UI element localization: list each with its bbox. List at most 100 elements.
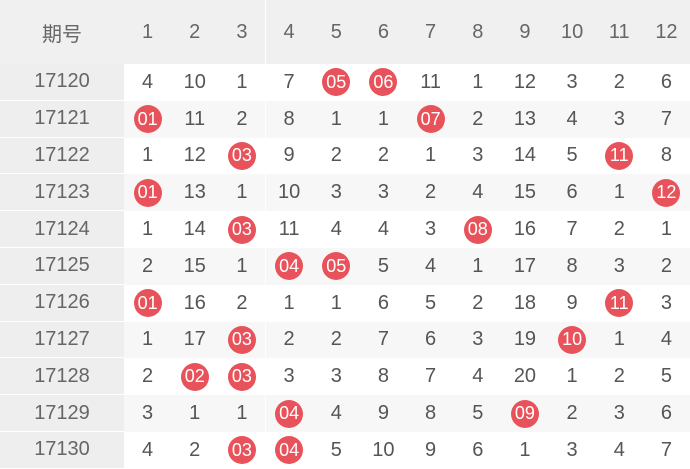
table-cell: 2 <box>472 291 484 314</box>
table-cell: 3 <box>472 144 484 167</box>
table-cell: 3 <box>454 321 502 359</box>
table-cell: 1 <box>312 100 360 138</box>
table-cell: 3 <box>124 395 172 432</box>
table-cell: 04 <box>265 395 313 432</box>
table-cell: 14 <box>513 144 537 167</box>
table-cell: 5 <box>454 395 502 432</box>
table-cell: 13 <box>171 174 219 212</box>
table-cell: 16 <box>183 291 206 314</box>
table-cell: 6 <box>472 438 484 461</box>
table-cell: 1 <box>472 70 484 93</box>
table-cell: 3 <box>660 291 672 314</box>
period-cell: 17121 <box>0 100 124 138</box>
column-header: 7 <box>407 0 455 64</box>
table-cell: 20 <box>513 365 537 388</box>
table-cell: 01 <box>124 174 172 212</box>
table-cell: 3 <box>566 70 578 93</box>
table-cell: 1 <box>519 438 531 461</box>
table-cell: 19 <box>501 321 549 359</box>
table-cell: 7 <box>642 100 690 138</box>
table-cell: 07 <box>407 100 455 138</box>
column-header: 1 <box>124 0 172 64</box>
table-cell: 5 <box>660 365 672 388</box>
table-cell: 11 <box>596 138 643 175</box>
period-cell: 17127 <box>0 321 124 359</box>
table-cell: 2 <box>312 321 360 359</box>
column-header: 3 <box>218 0 266 64</box>
table-cell: 5 <box>425 291 437 314</box>
period-cell: 17123 <box>0 174 124 212</box>
table-cell: 1 <box>454 248 502 285</box>
table-cell: 15 <box>501 174 549 212</box>
table-cell: 7 <box>566 218 578 241</box>
table-cell: 4 <box>642 321 690 359</box>
table-cell: 04 <box>266 432 313 469</box>
table-cell: 7 <box>359 321 407 359</box>
table-cell: 03 <box>218 432 265 469</box>
table-cell: 9 <box>283 144 295 167</box>
table-cell: 2 <box>142 365 154 388</box>
table-cell: 08 <box>454 211 501 248</box>
table-cell: 4 <box>377 218 389 241</box>
table-cell: 2 <box>124 248 172 285</box>
table-cell: 01 <box>124 100 172 138</box>
table-cell: 4 <box>548 100 596 138</box>
drawn-number-ball: 05 <box>322 252 351 281</box>
table-cell: 2 <box>613 218 625 241</box>
table-cell: 4 <box>330 218 342 241</box>
table-cell: 6 <box>377 291 389 314</box>
table-cell: 4 <box>407 248 455 285</box>
table-cell: 05 <box>313 64 360 101</box>
table-cell: 3 <box>566 438 578 461</box>
table-cell: 17 <box>171 321 219 359</box>
drawn-number-ball: 03 <box>227 325 256 354</box>
drawn-number-ball: 05 <box>322 68 351 97</box>
table-cell: 04 <box>265 248 313 285</box>
column-header: 12 <box>642 0 690 64</box>
table-cell: 7 <box>660 438 672 461</box>
table-cell: 1 <box>142 218 154 241</box>
column-header: 10 <box>548 0 596 64</box>
drawn-number-ball: 04 <box>275 399 304 428</box>
table-cell: 8 <box>660 144 672 167</box>
table-cell: 5 <box>359 248 407 285</box>
table-cell: 2 <box>218 100 266 138</box>
table-cell: 09 <box>501 395 549 432</box>
table-cell: 1 <box>218 248 266 285</box>
drawn-number-ball: 04 <box>275 436 304 465</box>
drawn-number-ball: 04 <box>275 252 304 281</box>
table-cell: 2 <box>189 438 201 461</box>
drawn-number-ball: 12 <box>652 178 681 207</box>
table-cell: 5 <box>566 144 578 167</box>
table-cell: 8 <box>548 248 596 285</box>
table-cell: 3 <box>359 174 407 212</box>
table-cell: 1 <box>218 174 266 212</box>
table-cell: 2 <box>454 100 502 138</box>
drawn-number-ball: 02 <box>180 362 209 391</box>
table-cell: 4 <box>454 174 502 212</box>
column-header: 6 <box>359 0 407 64</box>
table-cell: 6 <box>407 321 455 359</box>
column-header: 4 <box>265 0 313 64</box>
drawn-number-ball: 08 <box>463 215 492 244</box>
drawn-number-ball: 10 <box>558 325 587 354</box>
table-cell: 1 <box>124 321 172 359</box>
table-cell: 12 <box>513 70 537 93</box>
table-cell: 9 <box>425 438 437 461</box>
table-cell: 3 <box>595 100 643 138</box>
table-cell: 12 <box>642 174 690 212</box>
drawn-number-ball: 11 <box>605 141 634 170</box>
table-cell: 6 <box>642 395 690 432</box>
column-header: 2 <box>171 0 219 64</box>
table-cell: 10 <box>548 321 596 359</box>
column-header: 9 <box>501 0 549 64</box>
table-cell: 17 <box>501 248 549 285</box>
drawn-number-ball: 03 <box>227 141 256 170</box>
table-cell: 2 <box>330 144 342 167</box>
table-cell: 9 <box>566 291 578 314</box>
column-header: 8 <box>454 0 502 64</box>
table-cell: 1 <box>218 395 266 432</box>
table-cell: 4 <box>312 395 360 432</box>
table-cell: 1 <box>330 291 342 314</box>
